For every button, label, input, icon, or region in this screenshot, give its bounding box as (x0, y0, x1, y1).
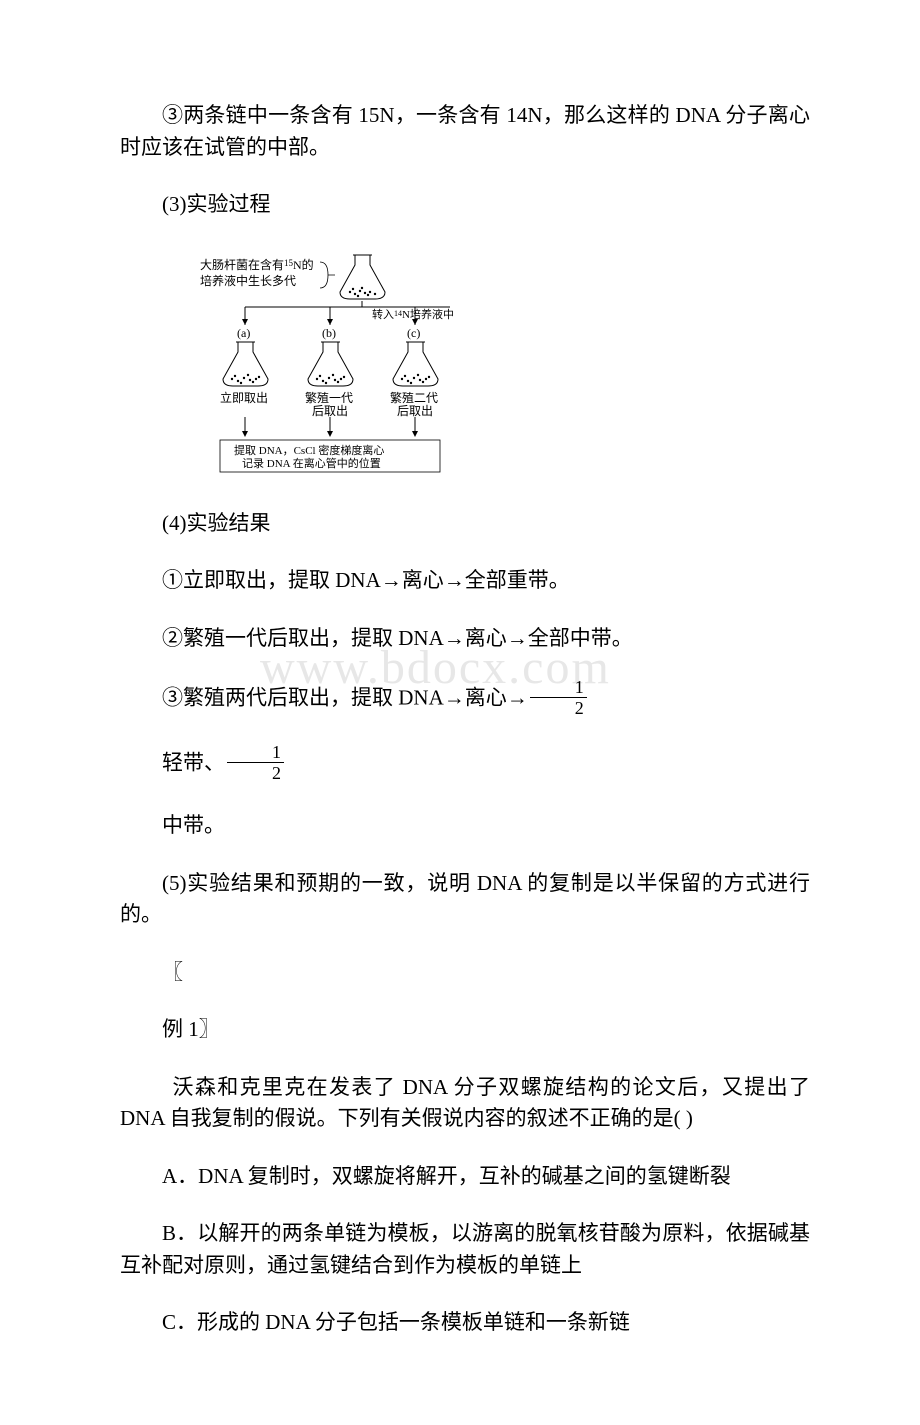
option-c: C．形成的 DNA 分子包括一条模板单链和一条新链 (120, 1307, 810, 1339)
flask-a (223, 342, 268, 386)
paragraph-1: ③两条链中一条含有 15N，一条含有 14N，那么这样的 DNA 分子离心时应该… (120, 100, 810, 163)
diagram-transfer-label: 转入14N培养液中 (372, 307, 454, 321)
paragraph-4: (4)实验结果 (120, 508, 810, 540)
experiment-diagram: 大肠杆菌在含有15N的 培养液中生长多代 转入14N培养液中 (a) (b) (… (190, 247, 470, 482)
paragraph-5: ①立即取出，提取 DNA→离心→全部重带。 (120, 565, 810, 597)
flask-b (308, 342, 353, 386)
flask-c (393, 342, 438, 386)
flask-b-label: (b) (322, 326, 336, 340)
flask-a-label: (a) (237, 326, 250, 340)
paragraph-6: ②繁殖一代后取出，提取 DNA→离心→全部中带。 (120, 623, 810, 655)
fraction-1: 12 (530, 678, 587, 717)
diagram-top-text-2: 培养液中生长多代 (200, 273, 296, 288)
label-b-1: 繁殖一代 (305, 390, 353, 405)
paragraph-8: 轻带、12 (120, 745, 810, 784)
bottom-text-1: 提取 DNA，CsCl 密度梯度离心 (234, 443, 384, 457)
bottom-text-2: 记录 DNA 在离心管中的位置 (242, 456, 381, 470)
label-c-2: 后取出 (397, 404, 433, 418)
paragraph-7: ③繁殖两代后取出，提取 DNA→离心→12 (120, 680, 810, 719)
paragraph-11: 〖 (120, 957, 810, 989)
label-a-1: 立即取出 (220, 390, 268, 405)
option-b: B．以解开的两条单链为模板，以游离的脱氧核苷酸为原料，依据碱基互补配对原则，通过… (120, 1218, 810, 1281)
paragraph-9: 中带。 (120, 810, 810, 842)
paragraph-10: (5)实验结果和预期的一致，说明 DNA 的复制是以半保留的方式进行的。 (120, 868, 810, 931)
para8-text: 轻带、 (162, 750, 225, 774)
label-c-1: 繁殖二代 (390, 390, 438, 405)
diagram-top-text-1: 大肠杆菌在含有15N的 (200, 257, 314, 272)
paragraph-12: 例 1〗 (120, 1014, 810, 1046)
label-b-2: 后取出 (312, 404, 348, 418)
paragraph-13: 沃森和克里克在发表了 DNA 分子双螺旋结构的论文后，又提出了 DNA 自我复制… (120, 1072, 810, 1135)
paragraph-2: (3)实验过程 (120, 189, 810, 221)
fraction-2: 12 (227, 743, 284, 782)
para7-text: ③繁殖两代后取出，提取 DNA→离心→ (162, 685, 528, 709)
option-a: A．DNA 复制时，双螺旋将解开，互补的碱基之间的氢键断裂 (120, 1161, 810, 1193)
top-flask-group (340, 255, 385, 299)
flask-c-label: (c) (407, 326, 420, 340)
